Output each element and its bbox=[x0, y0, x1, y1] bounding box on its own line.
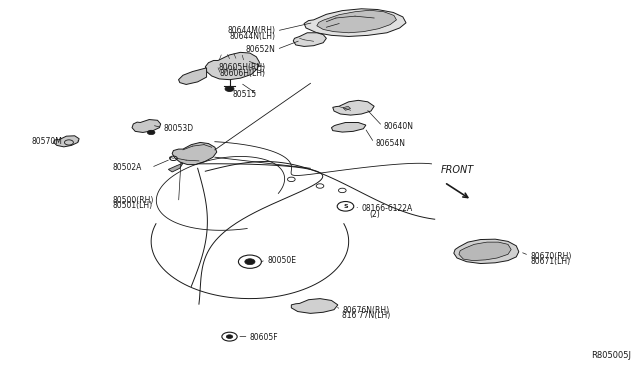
Polygon shape bbox=[454, 239, 519, 263]
Circle shape bbox=[225, 86, 234, 92]
Circle shape bbox=[227, 335, 233, 339]
Text: S: S bbox=[343, 204, 348, 209]
Polygon shape bbox=[332, 122, 366, 132]
Text: 80500(RH): 80500(RH) bbox=[113, 196, 154, 205]
Polygon shape bbox=[132, 119, 161, 132]
Text: 80676N(RH): 80676N(RH) bbox=[342, 306, 389, 315]
Text: 816 77N(LH): 816 77N(LH) bbox=[342, 311, 390, 320]
Text: 80605H(RH): 80605H(RH) bbox=[219, 63, 266, 72]
Text: R805005J: R805005J bbox=[591, 351, 631, 360]
Polygon shape bbox=[179, 68, 207, 84]
Text: (2): (2) bbox=[370, 210, 380, 219]
Polygon shape bbox=[317, 10, 396, 33]
Text: FRONT: FRONT bbox=[441, 165, 474, 175]
Text: 80652N: 80652N bbox=[246, 45, 275, 54]
Text: 80670(RH): 80670(RH) bbox=[531, 251, 572, 261]
Polygon shape bbox=[459, 242, 511, 260]
Polygon shape bbox=[333, 100, 374, 115]
Text: 80644N(LH): 80644N(LH) bbox=[229, 32, 275, 41]
Circle shape bbox=[245, 259, 255, 264]
Text: 80644M(RH): 80644M(RH) bbox=[227, 26, 275, 35]
Polygon shape bbox=[54, 136, 79, 147]
Text: 80502A: 80502A bbox=[113, 163, 142, 172]
Text: 80515: 80515 bbox=[232, 90, 256, 99]
Text: 80570M: 80570M bbox=[32, 137, 63, 146]
Text: 08166-6122A: 08166-6122A bbox=[362, 204, 413, 214]
Polygon shape bbox=[291, 299, 338, 313]
Text: 80606H(LH): 80606H(LH) bbox=[220, 68, 266, 77]
Text: 80501(LH): 80501(LH) bbox=[113, 201, 153, 210]
Text: 80605F: 80605F bbox=[250, 333, 278, 342]
Text: 80050E: 80050E bbox=[268, 256, 297, 265]
Text: 80640N: 80640N bbox=[384, 122, 413, 131]
Polygon shape bbox=[205, 52, 259, 80]
Polygon shape bbox=[168, 163, 183, 172]
Text: 80671(LH): 80671(LH) bbox=[531, 257, 570, 266]
Polygon shape bbox=[343, 106, 351, 110]
Polygon shape bbox=[304, 9, 406, 36]
Text: 80053D: 80053D bbox=[164, 124, 194, 133]
Polygon shape bbox=[172, 142, 217, 164]
Polygon shape bbox=[293, 33, 326, 46]
Text: 80654N: 80654N bbox=[376, 139, 405, 148]
Circle shape bbox=[147, 130, 155, 135]
